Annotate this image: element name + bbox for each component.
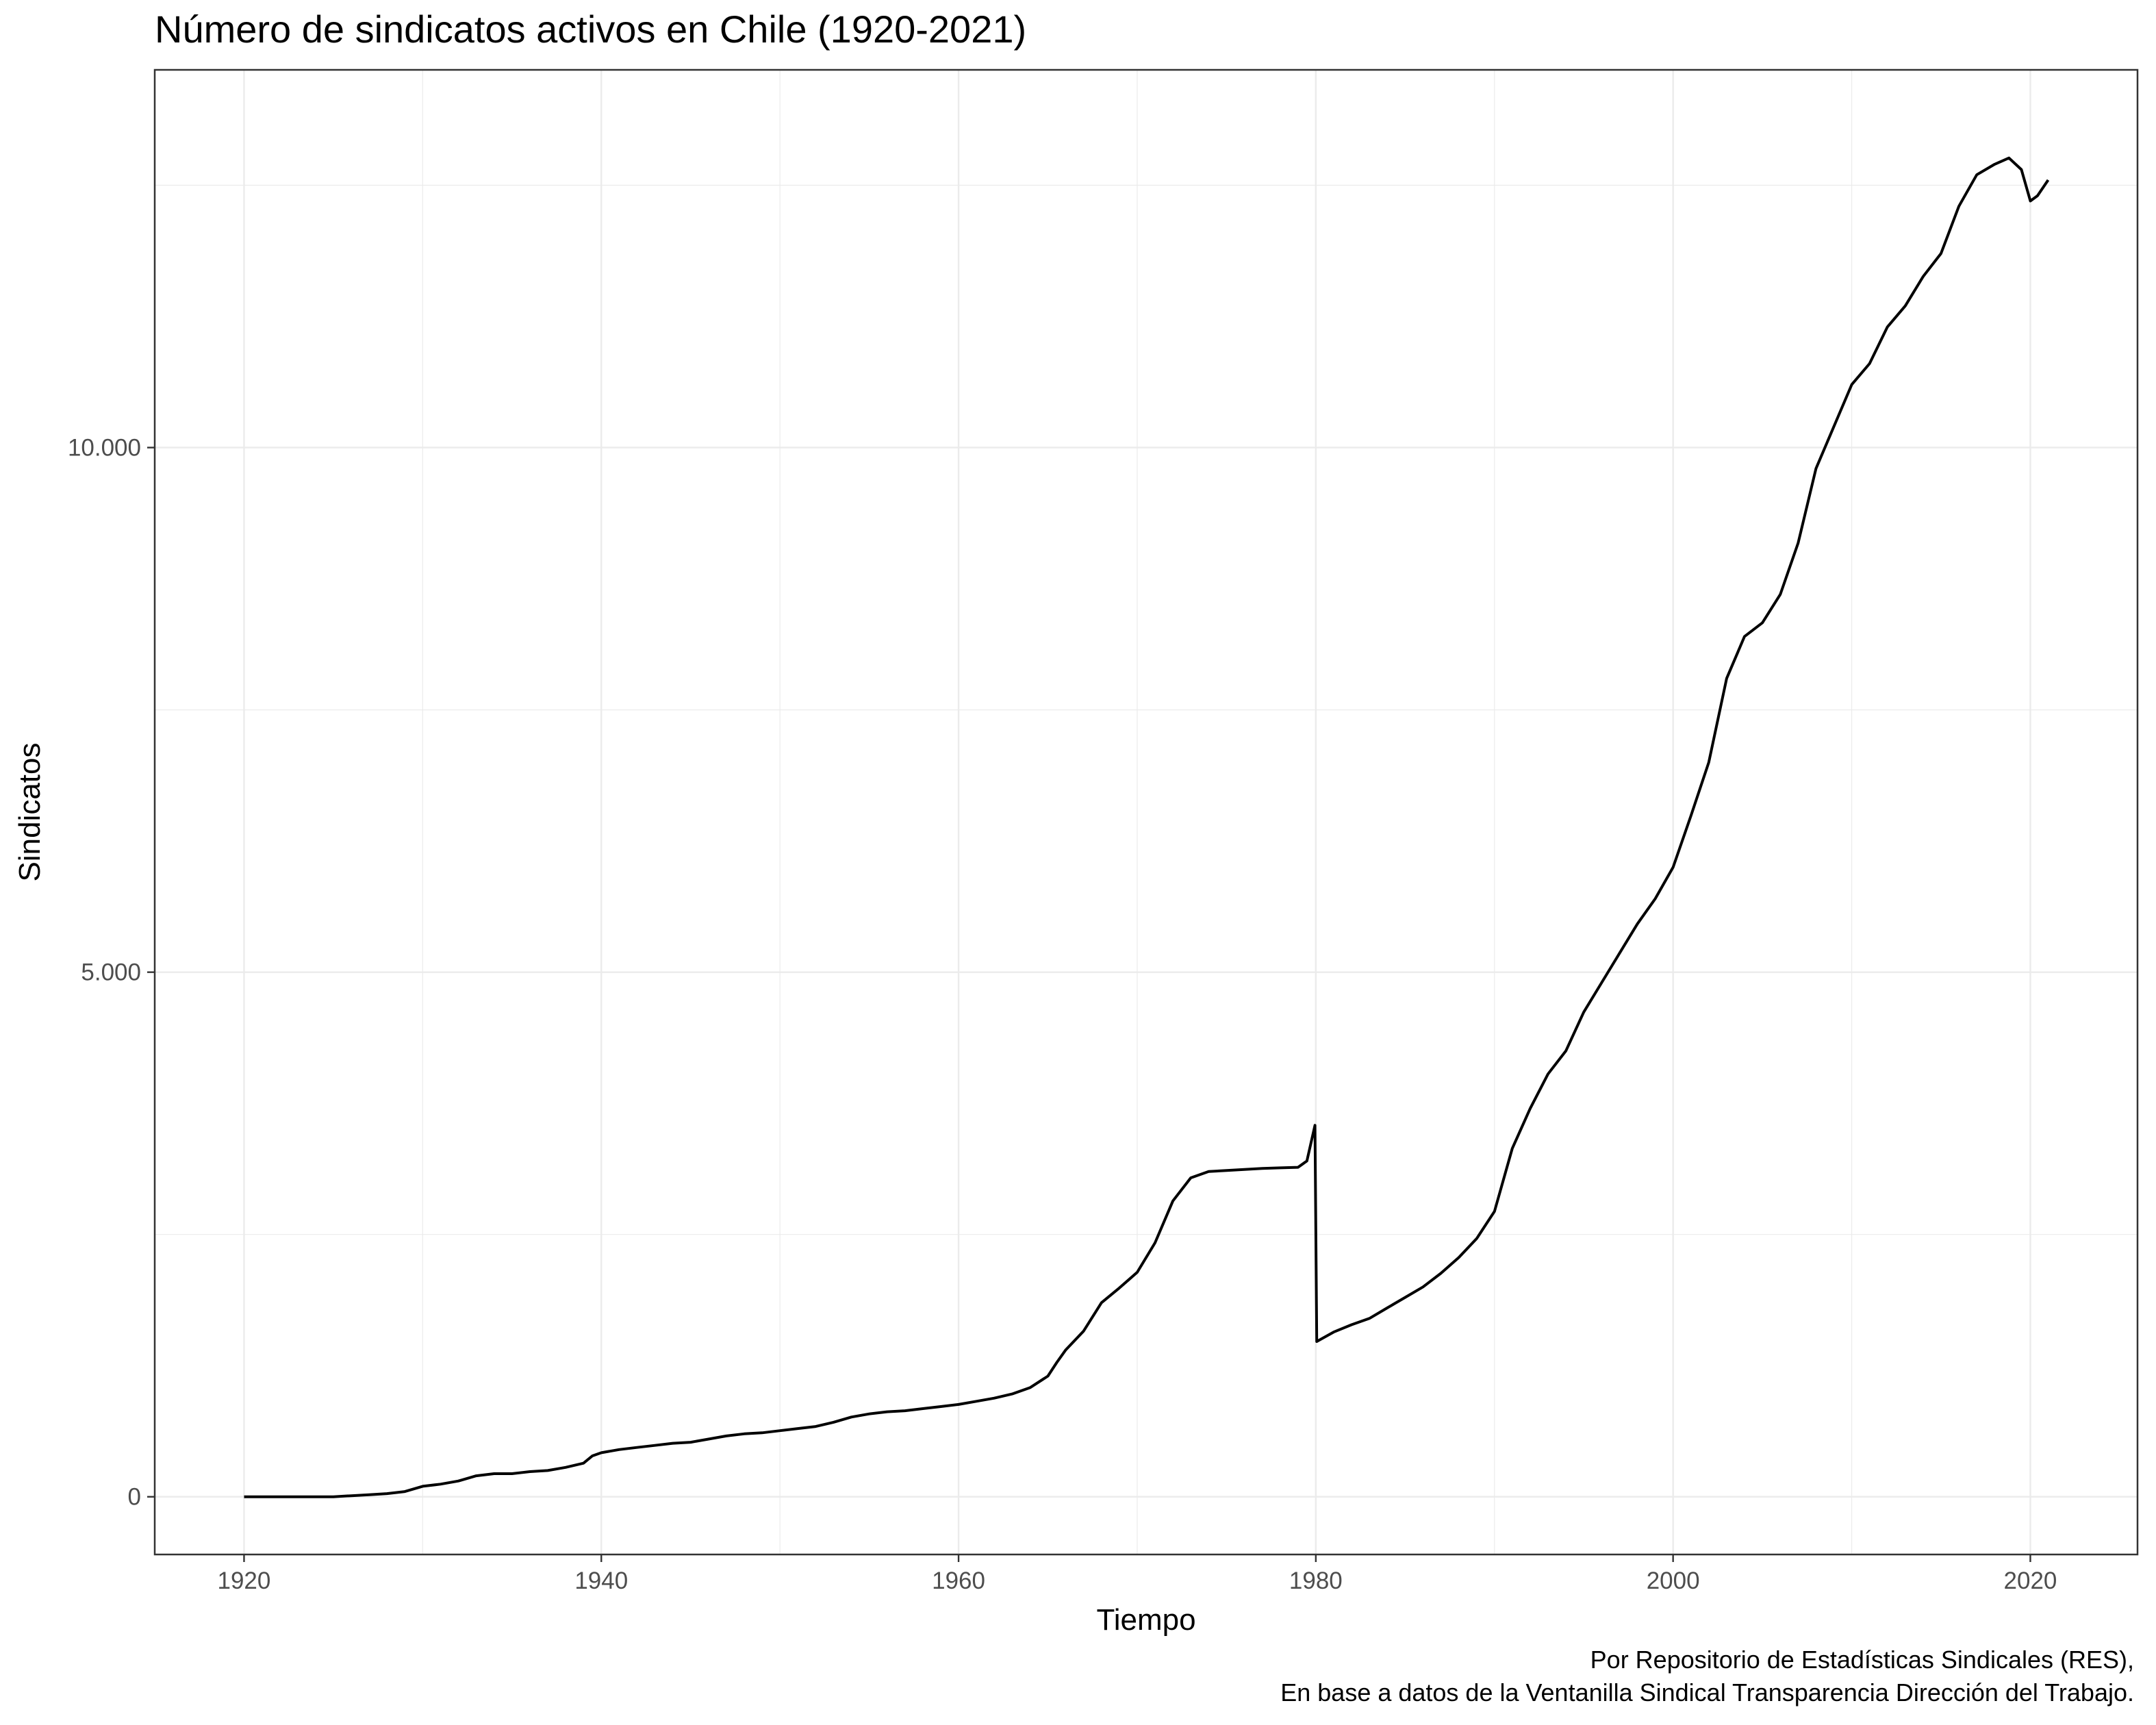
x-tick-label: 1960 [932,1567,985,1594]
axes: 1920 1940 1960 1980 2000 2020 0 5.000 10.000 [68,435,2057,1594]
x-axis-title: Tiempo [1096,1603,1195,1637]
series-layer [244,156,2050,1498]
x-tick-label: 1980 [1289,1567,1343,1594]
x-tick-label: 2000 [1647,1567,1700,1594]
chart-title: Número de sindicatos activos en Chile (1… [155,8,1027,51]
y-tick-label: 10.000 [68,435,141,462]
plot-panel-border [153,68,2139,1556]
y-tick-label: 0 [128,1484,141,1511]
grid-lines [155,70,2138,1554]
y-tick-label: 5.000 [81,959,141,986]
x-tick-label: 1920 [218,1567,271,1594]
caption-data-line: En base a datos de la Ventanilla Sindica… [1280,1678,2134,1707]
x-tick-label: 1940 [574,1567,628,1594]
y-axis-title: Sindicatos [13,742,47,881]
caption-source-line: Por Repositorio de Estadísticas Sindical… [1590,1646,2134,1674]
series-line [244,156,2050,1498]
x-tick-label: 2020 [2004,1567,2057,1594]
